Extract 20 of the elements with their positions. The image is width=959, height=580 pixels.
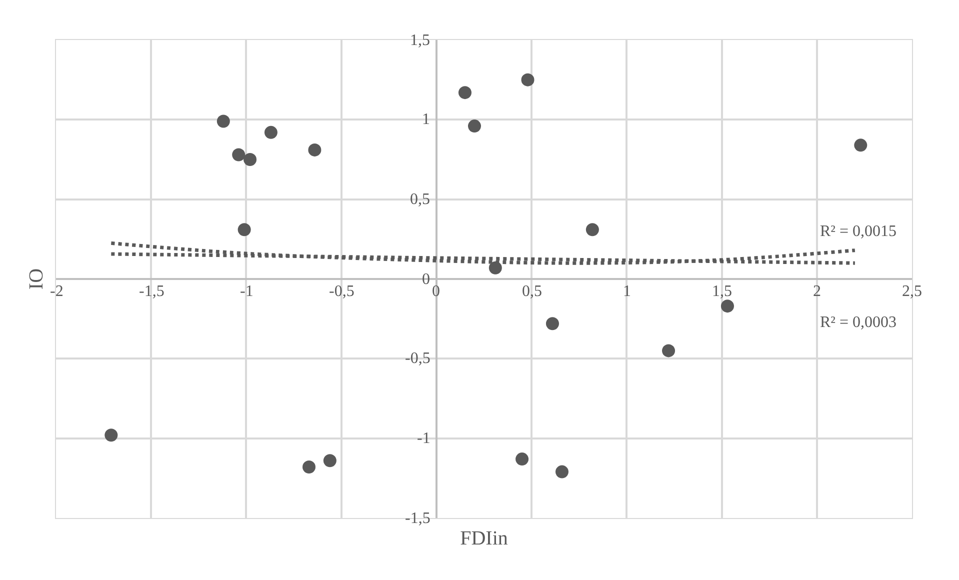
y-tick-label: 0,5 <box>410 191 430 208</box>
annotation: R² = 0,0003 <box>820 314 896 331</box>
x-tick-label: 2,5 <box>902 283 922 300</box>
x-axis-title: FDIin <box>460 528 508 550</box>
y-tick-label: 1,5 <box>410 32 430 49</box>
x-tick-label: 0,5 <box>522 283 542 300</box>
y-tick-label: 1 <box>422 111 430 128</box>
y-tick-label: -1 <box>417 430 430 447</box>
y-axis-title: IO <box>26 268 48 290</box>
x-tick-label: 2 <box>813 283 821 300</box>
y-tick-label: -0,5 <box>405 350 430 367</box>
x-tick-label: -1,5 <box>139 283 164 300</box>
x-tick-label: 1,5 <box>712 283 732 300</box>
x-tick-label: -2 <box>50 283 64 300</box>
y-tick-label: 0 <box>422 271 430 288</box>
x-tick-label: -0,5 <box>329 283 354 300</box>
x-tick-label: -1 <box>240 283 254 300</box>
annotation: R² = 0,0015 <box>820 223 896 240</box>
y-tick-label: -1,5 <box>405 510 430 527</box>
x-tick-label: 1 <box>623 283 631 300</box>
